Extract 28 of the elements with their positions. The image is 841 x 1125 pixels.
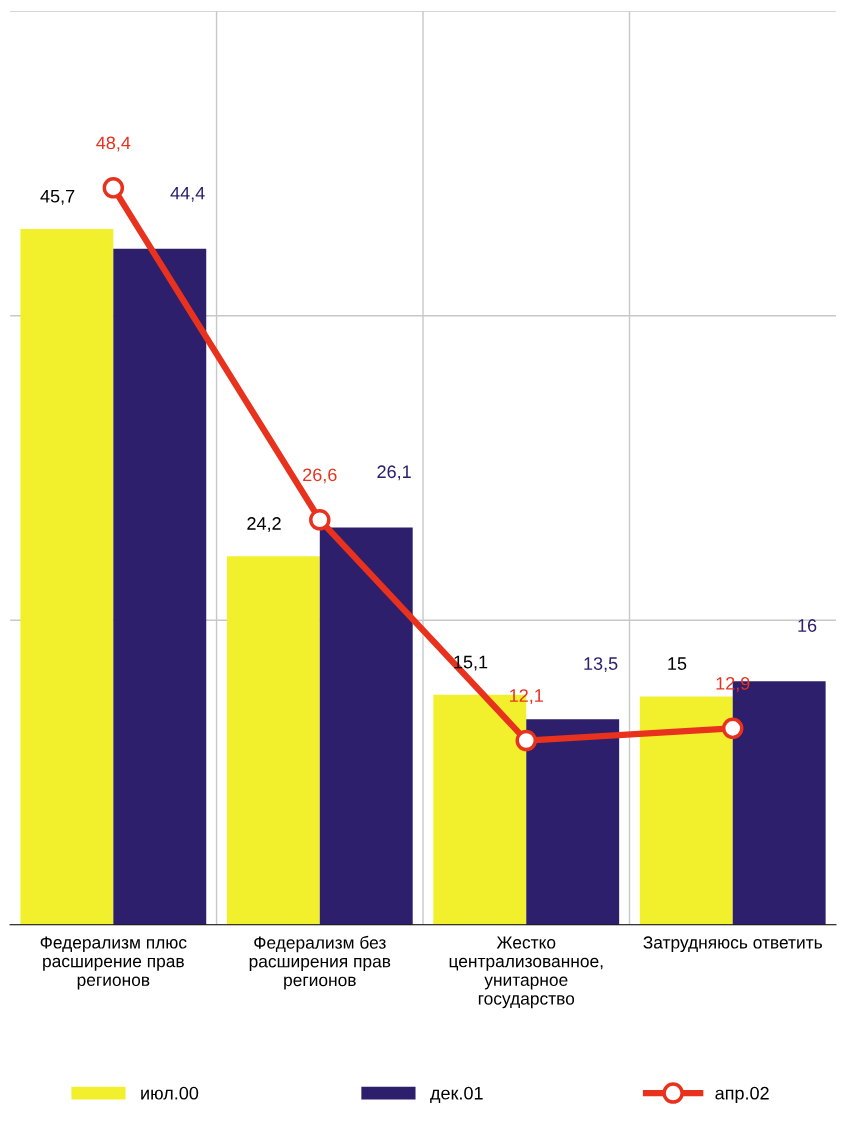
legend-label: апр.02 xyxy=(715,1086,769,1104)
x-tick-label: Федерализм плюс расширение прав регионов xyxy=(40,936,187,990)
data-label: 26,6 xyxy=(303,468,337,484)
bar xyxy=(113,248,207,925)
point xyxy=(721,717,744,740)
bar xyxy=(639,696,733,925)
data-label: 24,2 xyxy=(247,517,281,533)
x-tick-label: Затрудняюсь ответить xyxy=(643,936,822,953)
data-label: 12,1 xyxy=(510,689,543,705)
point xyxy=(102,177,125,199)
legend-label: дек.01 xyxy=(430,1086,483,1103)
legend-label: июл.00 xyxy=(141,1086,199,1100)
bar xyxy=(20,228,114,925)
point xyxy=(515,729,538,752)
data-label: 16 xyxy=(798,619,817,632)
bar xyxy=(526,719,620,925)
bar xyxy=(226,556,320,925)
x-tick-label: Федерализм без расширения прав регионов xyxy=(249,935,391,990)
data-label: 45,7 xyxy=(40,189,75,205)
data-label: 26,1 xyxy=(377,465,411,481)
data-label: 15 xyxy=(668,657,687,670)
point xyxy=(309,509,331,531)
data-label: 12,9 xyxy=(716,676,750,692)
data-label: 48,4 xyxy=(96,136,131,152)
data-label: 44,4 xyxy=(170,186,205,202)
x-tick-label: Жестко централизованное, унитарное государство xyxy=(449,936,603,1009)
bar xyxy=(319,527,413,925)
data-label: 13,5 xyxy=(584,657,618,673)
